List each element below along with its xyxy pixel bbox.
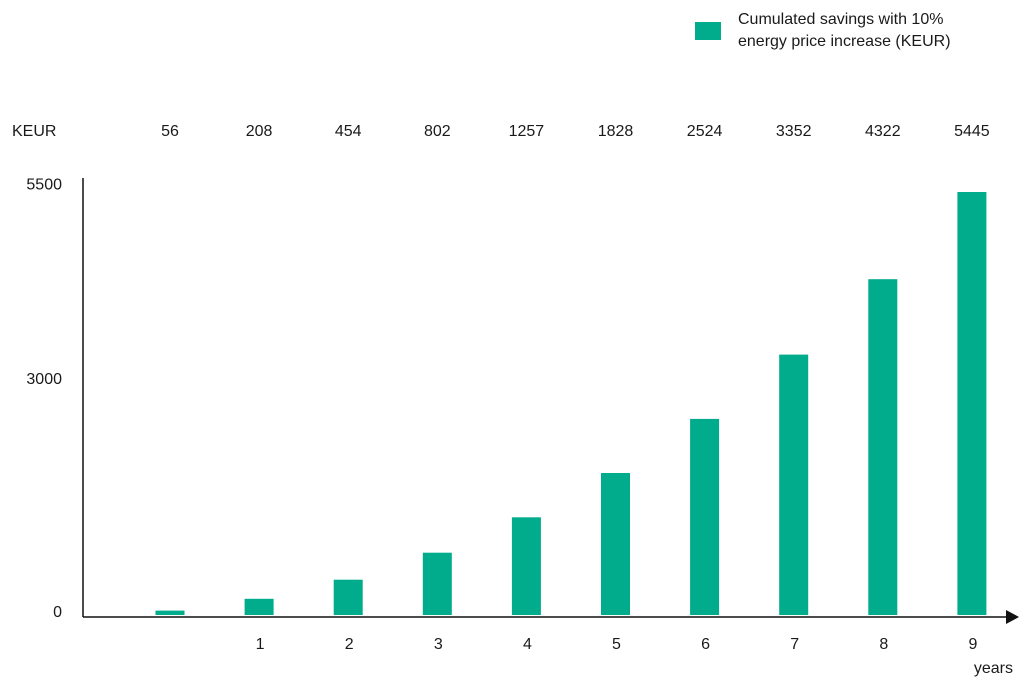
bar — [868, 279, 898, 615]
bar — [333, 579, 363, 615]
y-tick-label: 5500 — [26, 177, 62, 194]
data-label: 56 — [161, 123, 179, 140]
bar — [511, 517, 541, 615]
x-axis-label: years — [974, 660, 1013, 677]
x-tick-label: 9 — [968, 636, 977, 653]
legend-swatch — [695, 22, 721, 40]
data-label: 2524 — [687, 123, 723, 140]
legend-label: Cumulated savings with 10% energy price … — [738, 11, 951, 50]
y-tick-label: 3000 — [26, 371, 62, 388]
y-tick-label: 0 — [53, 604, 62, 621]
x-tick-label: 2 — [345, 636, 354, 653]
bar — [155, 610, 185, 615]
bar — [690, 418, 720, 615]
data-label: 1257 — [509, 123, 545, 140]
y-axis-label: KEUR — [12, 123, 56, 140]
data-label: 802 — [424, 123, 451, 140]
x-tick-label: 8 — [879, 636, 888, 653]
x-tick-label: 5 — [612, 636, 621, 653]
bar — [422, 552, 452, 615]
bar — [779, 354, 809, 615]
x-axis-arrow-icon — [1006, 610, 1019, 624]
bar — [957, 192, 987, 615]
x-tick-label: 3 — [434, 636, 443, 653]
data-label: 3352 — [776, 123, 812, 140]
legend: Cumulated savings with 10% energy price … — [695, 9, 1015, 53]
data-label: 4322 — [865, 123, 901, 140]
bar — [244, 598, 274, 615]
data-label: 454 — [335, 123, 362, 140]
bar — [601, 473, 630, 615]
data-label: 5445 — [954, 123, 990, 140]
data-label: 208 — [246, 123, 273, 140]
data-label: 1828 — [598, 123, 634, 140]
x-tick-label: 6 — [701, 636, 710, 653]
x-tick-label: 1 — [256, 636, 265, 653]
x-tick-label: 4 — [523, 636, 532, 653]
x-tick-label: 7 — [790, 636, 799, 653]
